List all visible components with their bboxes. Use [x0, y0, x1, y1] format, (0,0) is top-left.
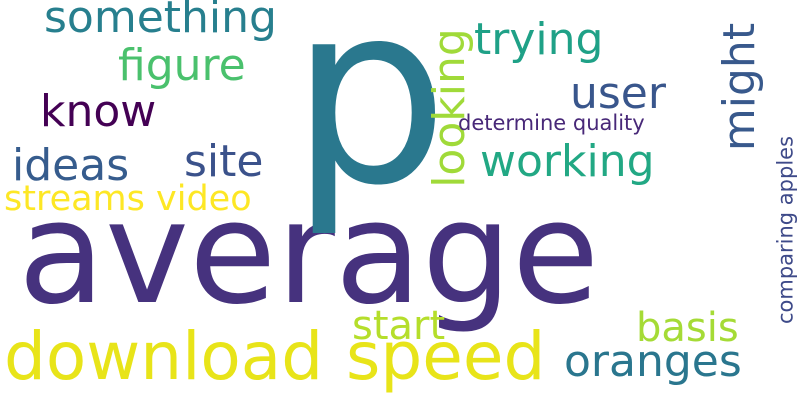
- word-determine-quality: determine quality: [458, 113, 645, 134]
- word-looking: looking: [428, 28, 472, 188]
- word-comparing-apples: comparing apples: [776, 136, 797, 324]
- word-working: working: [480, 140, 655, 184]
- word-oranges: oranges: [564, 340, 742, 384]
- word-figure: figure: [118, 44, 246, 88]
- word-might: might: [718, 23, 762, 151]
- word-site: site: [184, 140, 263, 184]
- word-something: something: [44, 0, 277, 40]
- word-streams-video: streams video: [4, 182, 252, 217]
- word-user: user: [570, 72, 666, 116]
- word-download: download: [4, 324, 323, 390]
- word-trying: trying: [474, 18, 603, 62]
- word-start: start: [352, 306, 445, 346]
- word-know: know: [40, 90, 156, 134]
